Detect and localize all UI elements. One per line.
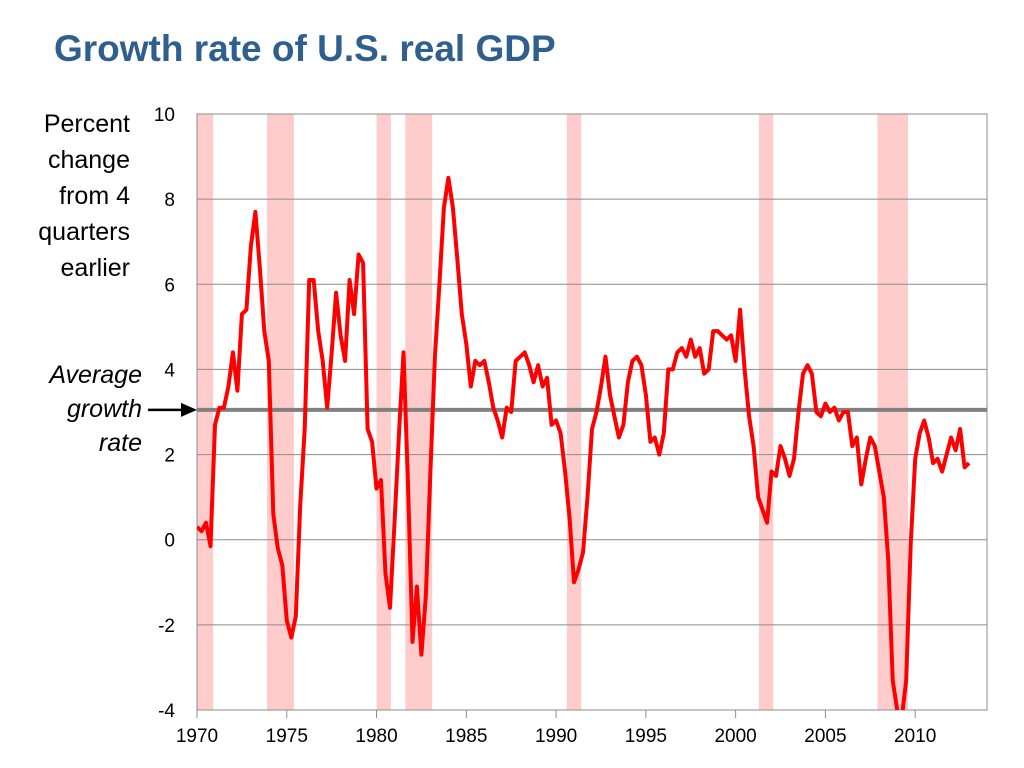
y-axis-label-line: earlier: [60, 254, 130, 282]
average-growth-annotation: Average growth rate: [10, 358, 142, 460]
recession-band: [566, 114, 582, 710]
plot-frame: [196, 113, 988, 711]
y-tick-label: 2: [164, 446, 175, 467]
x-tick-label: 1985: [445, 726, 487, 747]
recession-band: [197, 114, 214, 710]
x-tick-label: 1970: [176, 726, 218, 747]
x-tick-label: 2010: [894, 726, 936, 747]
y-axis-label: Percent change from 4 quarters earlier: [10, 106, 130, 286]
annotation-line: growth: [66, 395, 142, 423]
y-tick-label: -4: [158, 701, 175, 722]
y-tick-label: 10: [154, 105, 175, 126]
y-tick-label: -2: [158, 616, 175, 637]
y-tick-label: 4: [164, 360, 175, 381]
y-tick-label: 8: [164, 190, 175, 211]
x-tick-label: 1995: [625, 726, 667, 747]
x-tick-label: 1980: [355, 726, 397, 747]
y-axis-label-line: quarters: [38, 218, 130, 246]
gdp-growth-series-line: [197, 175, 971, 710]
recession-band: [877, 114, 908, 710]
x-tick-label: 2005: [804, 726, 846, 747]
annotation-line: Average: [49, 361, 142, 389]
y-tick-label: 6: [164, 275, 175, 296]
x-tick-label: 1975: [266, 726, 308, 747]
x-tick-label: 2000: [714, 726, 756, 747]
y-axis-label-line: from 4: [59, 182, 130, 210]
page-title: Growth rate of U.S. real GDP: [54, 28, 556, 69]
recession-band: [376, 114, 391, 710]
y-tick-label: 0: [164, 531, 175, 552]
x-tick-label: 1990: [535, 726, 577, 747]
y-axis-label-line: change: [47, 146, 130, 174]
recession-band: [758, 114, 774, 710]
y-axis-label-line: Percent: [43, 110, 130, 138]
arrow-icon: [181, 402, 197, 417]
annotation-line: rate: [98, 429, 142, 457]
